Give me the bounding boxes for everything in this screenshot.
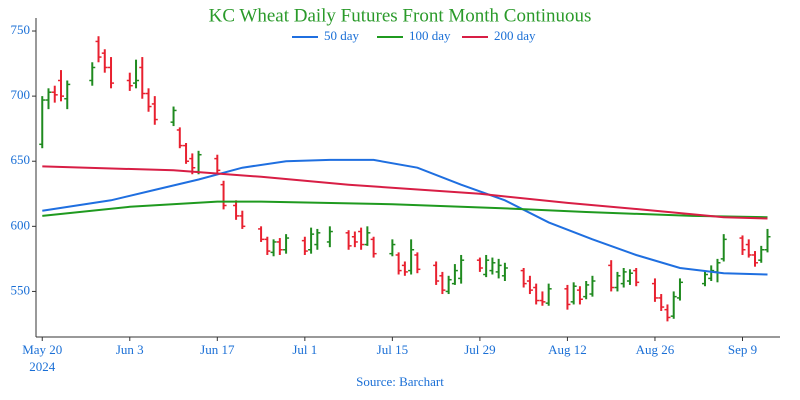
legend-label: 50 day: [324, 28, 360, 43]
x-tick-label: Sep 9: [728, 342, 757, 357]
x-tick-label: Jun 3: [116, 342, 144, 357]
legend-label: 100 day: [409, 28, 451, 43]
moving-average-line: [42, 165, 768, 220]
chart-title: KC Wheat Daily Futures Front Month Conti…: [209, 5, 592, 26]
source-note: Source: Barchart: [356, 374, 444, 389]
x-tick-label: Jun 17: [200, 342, 235, 357]
x-year-label: 2024: [29, 359, 56, 374]
y-tick-label: 550: [11, 282, 31, 297]
legend-label: 200 day: [494, 28, 536, 43]
x-tick-label: Aug 12: [548, 342, 587, 357]
moving-average-line: [42, 200, 768, 219]
x-tick-label: Jul 29: [464, 342, 495, 357]
x-tick-label: Jul 1: [292, 342, 317, 357]
y-tick-label: 650: [11, 152, 31, 167]
x-tick-label: Aug 26: [636, 342, 675, 357]
y-tick-label: 750: [11, 22, 31, 37]
x-tick-label: May 20: [22, 342, 62, 357]
y-tick-label: 700: [11, 87, 31, 102]
moving-average-line: [42, 158, 768, 276]
y-tick-label: 600: [11, 217, 31, 232]
x-tick-label: Jul 15: [377, 342, 408, 357]
